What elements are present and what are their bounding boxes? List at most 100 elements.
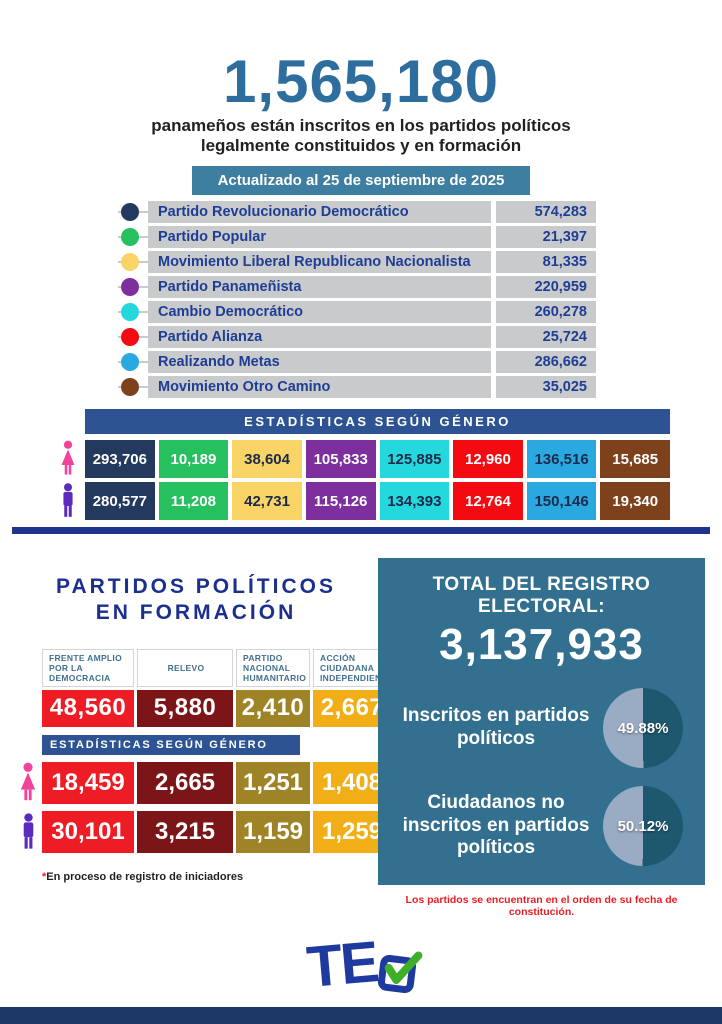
formation-value: 2,410: [236, 689, 310, 727]
asterisk-mark: *: [42, 870, 47, 883]
formation-gender-title: ESTADÍSTICAS SEGÚN GÉNERO: [42, 734, 300, 755]
formation-column-header: RELEVO: [137, 648, 233, 687]
pie-row-not-inscribed: Ciudadanos no inscritos en partidos polí…: [390, 786, 693, 866]
party-value: 286,662: [496, 351, 596, 373]
formation-footnote: *En proceso de registro de iniciadores: [42, 870, 244, 883]
gender-stats-section: ESTADÍSTICAS SEGÚN GÉNERO 293,706 10,189…: [50, 409, 670, 524]
party-name: Partido Alianza: [148, 326, 491, 348]
party-color-dot: [121, 203, 139, 221]
gender-stat-cell: 115,126: [305, 482, 376, 520]
formation-section: PARTIDOS POLÍTICOS EN FORMACIÓN FRENTE A…: [14, 560, 393, 883]
pie-percentage: 49.88%: [617, 719, 669, 737]
formation-value: 48,560: [42, 689, 134, 727]
party-name: Movimiento Otro Camino: [148, 376, 491, 398]
formation-gender-cell: 1,159: [236, 810, 310, 853]
registry-panel: TOTAL DEL REGISTRO ELECTORAL: 3,137,933 …: [378, 558, 705, 904]
party-name: Cambio Democrático: [148, 301, 491, 323]
party-value: 35,025: [496, 376, 596, 398]
gender-stat-cell: 293,706: [85, 440, 155, 478]
total-inscribed-number: 1,565,180: [223, 48, 499, 115]
party-color-dot: [121, 378, 139, 396]
party-name: Partido Revolucionario Democrático: [148, 201, 491, 223]
party-color-dot: [121, 303, 139, 321]
party-color-dot: [121, 228, 139, 246]
party-color-dot: [121, 278, 139, 296]
pie-chart-not-inscribed: 50.12%: [603, 786, 683, 866]
party-row: Realizando Metas 286,662: [118, 351, 596, 373]
pie-chart-inscribed: 49.88%: [603, 688, 683, 768]
party-value: 220,959: [496, 276, 596, 298]
party-value: 21,397: [496, 226, 596, 248]
formation-column-header: FRENTE AMPLIO POR LA DEMOCRACIA: [42, 648, 134, 687]
footer-bar: [0, 1007, 722, 1024]
gender-stat-cell: 150,146: [526, 482, 597, 520]
party-color-dot: [121, 253, 139, 271]
formation-female-row: 18,459 2,665 1,251 1,408: [14, 761, 391, 804]
party-row: Partido Panameñista 220,959: [118, 276, 596, 298]
gender-stat-cell: 136,516: [526, 440, 597, 478]
party-name: Partido Popular: [148, 226, 491, 248]
party-row: Partido Alianza 25,724: [118, 326, 596, 348]
registry-total: 3,137,933: [439, 620, 644, 669]
gender-stats-female-row: 293,706 10,189 38,604 105,833 125,885 12…: [50, 440, 670, 478]
female-icon: [50, 440, 85, 478]
gender-stat-cell: 105,833: [305, 440, 376, 478]
party-row: Movimiento Otro Camino 35,025: [118, 376, 596, 398]
gender-stat-cell: 280,577: [85, 482, 155, 520]
male-icon: [14, 811, 42, 853]
gender-stats-title: ESTADÍSTICAS SEGÚN GÉNERO: [85, 409, 670, 434]
gender-stat-cell: 15,685: [600, 440, 670, 478]
party-row: Partido Popular 21,397: [118, 226, 596, 248]
formation-male-row: 30,101 3,215 1,159 1,259: [14, 810, 391, 853]
check-icon: [384, 951, 423, 984]
female-icon: [14, 762, 42, 804]
pie-percentage: 50.12%: [617, 817, 669, 835]
gender-stat-cell: 42,731: [232, 482, 302, 520]
constitution-order-note: Los partidos se encuentran en el orden d…: [405, 894, 678, 918]
updated-date-banner: Actualizado al 25 de septiembre de 2025: [191, 165, 531, 195]
pie-label: Inscritos en partidos políticos: [402, 705, 590, 749]
checkbox-icon: [377, 951, 423, 995]
party-name: Realizando Metas: [148, 351, 491, 373]
party-color-dot: [121, 353, 139, 371]
formation-gender-cell: 18,459: [42, 761, 134, 804]
subtitle: panameños están inscritos en los partido…: [0, 116, 722, 157]
subtitle-line2: legalmente constituidos y en formación: [200, 136, 522, 156]
party-value: 260,278: [496, 301, 596, 323]
section-divider: [12, 527, 710, 534]
gender-stat-cell: 12,960: [453, 440, 523, 478]
gender-stat-cell: 19,340: [600, 482, 670, 520]
gender-stats-male-row: 280,577 11,208 42,731 115,126 134,393 12…: [50, 482, 670, 520]
pie-row-inscribed: Inscritos en partidos políticos 49.88%: [390, 688, 693, 768]
formation-gender-cell: 2,665: [137, 761, 233, 804]
formation-gender-cell: 30,101: [42, 810, 134, 853]
gender-stat-cell: 134,393: [379, 482, 450, 520]
registry-title: TOTAL DEL REGISTRO ELECTORAL:: [432, 574, 651, 617]
party-row: Cambio Democrático 260,278: [118, 301, 596, 323]
gender-stat-cell: 11,208: [158, 482, 229, 520]
gender-stat-cell: 12,764: [453, 482, 523, 520]
party-value: 81,335: [496, 251, 596, 273]
source-attribution: Fuente: Dirección de Organización Electo…: [410, 890, 673, 904]
party-row: Partido Revolucionario Democrático 574,2…: [118, 201, 596, 223]
party-list: Partido Revolucionario Democrático 574,2…: [118, 201, 596, 401]
party-color-dot: [121, 328, 139, 346]
header: 1,565,180 panameños están inscritos en l…: [0, 0, 722, 195]
party-name: Partido Panameñista: [148, 276, 491, 298]
formation-column-header: PARTIDO NACIONAL HUMANITARIO: [236, 648, 310, 687]
party-row: Movimiento Liberal Republicano Nacionali…: [118, 251, 596, 273]
gender-stat-cell: 10,189: [158, 440, 229, 478]
pie-label: Ciudadanos no inscritos en partidos polí…: [402, 791, 590, 859]
formation-gender-cell: 3,215: [137, 810, 233, 853]
party-value: 25,724: [496, 326, 596, 348]
subtitle-line1: panameños están inscritos en los partido…: [151, 116, 571, 135]
party-name: Movimiento Liberal Republicano Nacionali…: [148, 251, 491, 273]
te-logo: TE: [0, 928, 722, 1000]
party-value: 574,283: [496, 201, 596, 223]
formation-title: PARTIDOS POLÍTICOS EN FORMACIÓN: [56, 575, 336, 625]
gender-stat-cell: 125,885: [379, 440, 450, 478]
te-logo-text: TE: [304, 928, 380, 1000]
male-icon: [50, 482, 85, 520]
formation-table: FRENTE AMPLIO POR LA DEMOCRACIA RELEVO P…: [42, 648, 393, 727]
